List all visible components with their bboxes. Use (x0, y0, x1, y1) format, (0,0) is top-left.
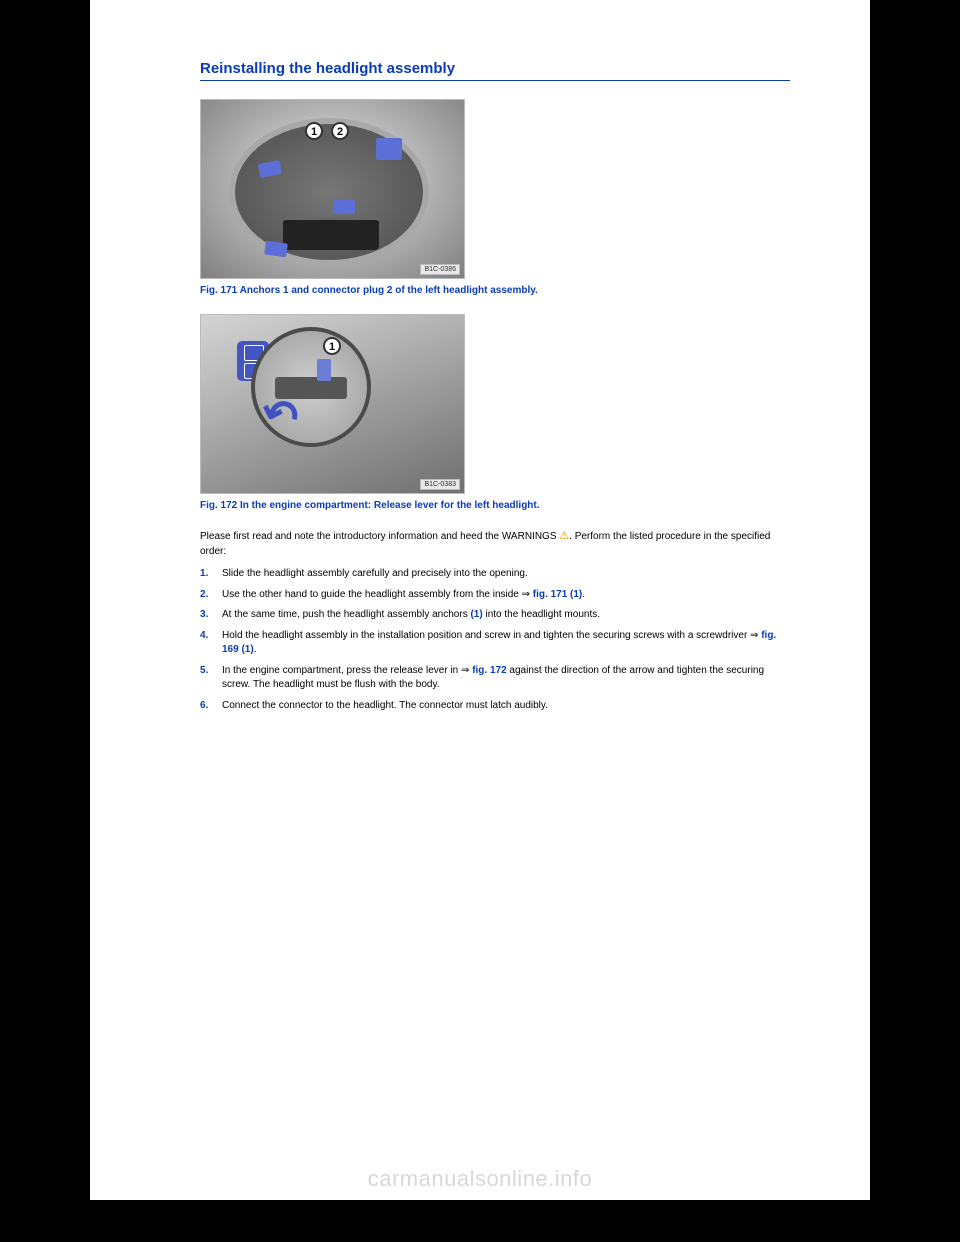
fig171-anchor-clip (333, 200, 355, 214)
fig171-anchor-clip (264, 241, 288, 258)
step-2: Use the other hand to guide the headligh… (200, 588, 790, 603)
fig172-code: B1C-0383 (420, 479, 460, 490)
fig171-connector-plug (376, 138, 402, 160)
step-3: At the same time, push the headlight ass… (200, 608, 790, 623)
step-6: Connect the connector to the headlight. … (200, 699, 790, 714)
procedure-steps: Slide the headlight assembly carefully a… (200, 567, 790, 713)
fig171-callout-1: 1 (305, 122, 323, 140)
fig172-securing-screw (317, 359, 331, 381)
intro-paragraph: Please first read and note the introduct… (200, 529, 790, 559)
figure-171: 1 2 B1C-0386 (200, 99, 465, 279)
step-2-text-b: . (582, 589, 585, 600)
step-5-text-a: In the engine compartment, press the rel… (222, 665, 472, 676)
step-2-text-a: Use the other hand to guide the headligh… (222, 589, 533, 600)
step-1-text: Slide the headlight assembly carefully a… (222, 568, 528, 579)
step-2-figref: fig. 171 (1) (533, 589, 582, 600)
step-3-figref: (1) (470, 609, 482, 620)
fig171-code: B1C-0386 (420, 264, 460, 275)
step-6-text: Connect the connector to the headlight. … (222, 700, 548, 711)
step-5-figref: fig. 172 (472, 665, 506, 676)
step-4: Hold the headlight assembly in the insta… (200, 629, 790, 658)
figure-171-caption: Fig. 171 Anchors 1 and connector plug 2 … (200, 285, 790, 296)
step-3-text-a: At the same time, push the headlight ass… (222, 609, 470, 620)
fig171-callout-2: 2 (331, 122, 349, 140)
manual-page: Reinstalling the headlight assembly 1 2 … (90, 0, 870, 1200)
step-1: Slide the headlight assembly carefully a… (200, 567, 790, 582)
fig172-direction-arrow: ↶ (258, 398, 301, 434)
figure-172-caption: Fig. 172 In the engine compartment: Rele… (200, 500, 790, 511)
step-4-text-a: Hold the headlight assembly in the insta… (222, 630, 761, 641)
figure-172: ↶ 1 B1C-0383 (200, 314, 465, 494)
watermark-text: carmanualsonline.info (90, 1166, 870, 1192)
intro-text-1: Please first read and note the introduct… (200, 531, 556, 542)
section-heading: Reinstalling the headlight assembly (200, 60, 790, 81)
warning-icon: ⚠ (559, 529, 569, 545)
fig172-callout-1: 1 (323, 337, 341, 355)
step-4-text-b: . (254, 644, 257, 655)
fig171-opening-slot (283, 218, 379, 250)
step-5: In the engine compartment, press the rel… (200, 664, 790, 693)
step-3-text-b: into the headlight mounts. (483, 609, 600, 620)
